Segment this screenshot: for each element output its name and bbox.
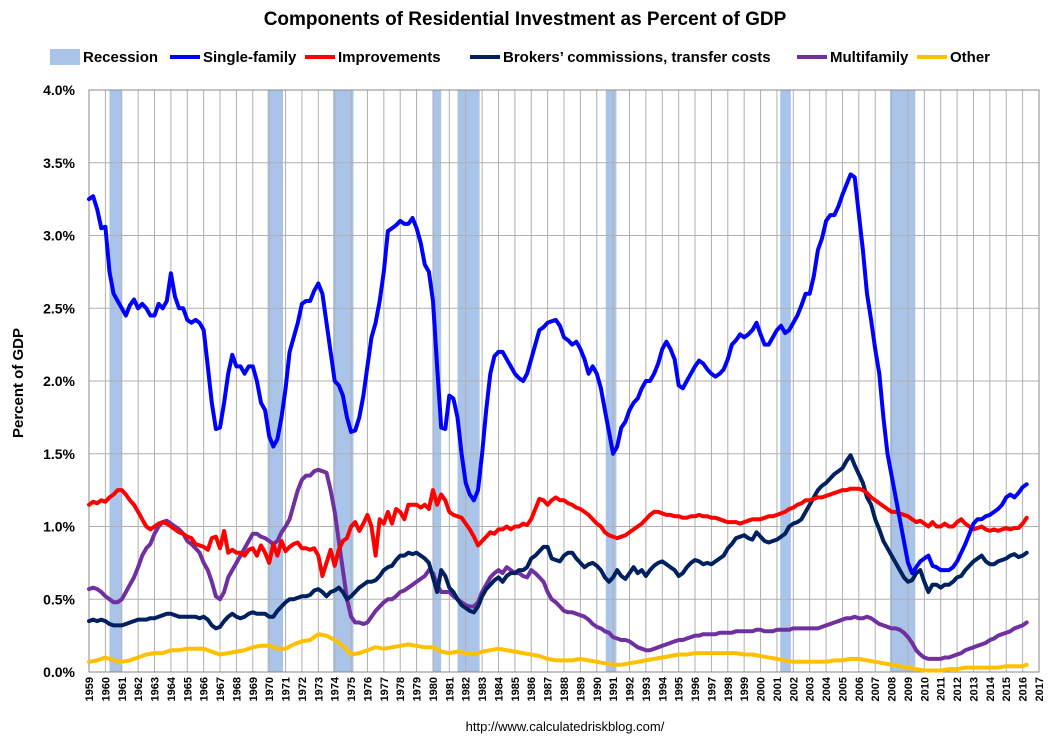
chart-legend: Recession Single-family Improvements Broker…	[50, 49, 990, 66]
x-tick-label: 1967	[215, 677, 227, 701]
x-tick-label: 2005	[837, 677, 849, 701]
x-tick-label: 2012	[952, 677, 964, 701]
y-tick-label: 1.5%	[43, 446, 75, 462]
x-axis-ticks: 1959 1960 1961 1962 1963 1964 1965 1966 1967 1968…	[84, 676, 1046, 701]
y-tick-label: 0.5%	[43, 591, 75, 607]
x-tick-label: 1973	[313, 677, 325, 701]
x-tick-label: 1984	[493, 676, 505, 701]
y-tick-label: 3.0%	[43, 228, 75, 244]
y-tick-label: 1.0%	[43, 519, 75, 535]
y-tick-label: 3.5%	[43, 155, 75, 171]
x-tick-label: 2009	[903, 677, 915, 701]
x-tick-label: 1986	[526, 677, 538, 701]
x-tick-label: 1996	[690, 677, 702, 701]
x-tick-label: 1989	[575, 677, 587, 701]
x-tick-label: 1995	[674, 677, 686, 701]
series-line-single-family	[87, 172, 1029, 576]
x-tick-label: 1964	[166, 676, 178, 701]
y-axis-ticks: 0.0% 0.5% 1.0% 1.5% 2.0% 2.5% 3.0% 3.5% 4.0%	[43, 82, 75, 680]
legend-label: Improvements	[338, 49, 441, 66]
x-tick-label: 1968	[231, 677, 243, 701]
x-tick-label: 1960	[100, 677, 112, 701]
x-tick-label: 1979	[412, 677, 424, 701]
x-tick-label: 1983	[477, 677, 489, 701]
x-tick-label: 1974	[330, 676, 342, 701]
x-tick-label: 1965	[182, 677, 194, 701]
legend-label: Multifamily	[830, 49, 909, 66]
source-url: http://www.calculatedriskblog.com/	[466, 719, 665, 734]
y-tick-label: 2.0%	[43, 373, 75, 389]
x-tick-label: 1998	[723, 677, 735, 701]
x-tick-label: 2008	[887, 677, 899, 701]
x-tick-label: 1990	[592, 677, 604, 701]
x-tick-label: 2004	[821, 676, 833, 701]
x-tick-label: 1981	[444, 677, 456, 701]
plot-border	[88, 89, 1040, 673]
x-tick-label: 1975	[346, 677, 358, 701]
x-tick-label: 2014	[985, 676, 997, 701]
x-tick-label: 2002	[788, 677, 800, 701]
legend-label: Recession	[83, 49, 158, 66]
x-tick-label: 1997	[706, 677, 718, 701]
x-tick-label: 1969	[248, 677, 260, 701]
series-line-multifamily	[87, 467, 1029, 661]
legend-label: Other	[950, 49, 990, 66]
x-tick-label: 2015	[1001, 677, 1013, 701]
x-tick-label: 2000	[756, 677, 768, 701]
legend-label: Single-family	[203, 49, 297, 66]
x-tick-label: 1980	[428, 677, 440, 701]
x-tick-label: 1993	[641, 677, 653, 701]
x-tick-label: 2016	[1018, 677, 1030, 701]
x-tick-label: 1987	[543, 677, 555, 701]
x-tick-label: 2010	[919, 677, 931, 701]
x-tick-label: 1976	[362, 677, 374, 701]
x-tick-label: 1963	[150, 677, 162, 701]
x-tick-label: 1971	[281, 677, 293, 701]
y-tick-label: 0.0%	[43, 664, 75, 680]
x-tick-label: 1972	[297, 677, 309, 701]
x-tick-label: 1962	[133, 677, 145, 701]
x-tick-label: 1978	[395, 677, 407, 701]
x-tick-label: 2001	[772, 677, 784, 701]
x-tick-label: 1999	[739, 677, 751, 701]
x-tick-label: 1970	[264, 677, 276, 701]
x-tick-label: 2013	[968, 677, 980, 701]
series-line-brokers-commissions-transfer-costs	[87, 453, 1029, 631]
legend-swatch-recession	[50, 49, 80, 65]
x-tick-label: 1961	[117, 677, 129, 701]
x-tick-label: 1985	[510, 677, 522, 701]
x-tick-label: 1966	[199, 677, 211, 701]
x-tick-label: 1982	[461, 677, 473, 701]
series-line-improvements	[87, 486, 1029, 578]
y-axis-label: Percent of GDP	[10, 328, 27, 438]
chart-title: Components of Residential Investment as …	[264, 9, 787, 30]
x-tick-label: 2017	[1034, 677, 1046, 701]
x-tick-label: 2003	[805, 677, 817, 701]
legend-label: Brokers’ commissions, transfer costs	[503, 49, 771, 66]
x-tick-label: 2006	[854, 677, 866, 701]
x-tick-label: 1959	[84, 677, 96, 701]
y-tick-label: 2.5%	[43, 300, 75, 316]
series-lines	[87, 172, 1029, 673]
series-line-other	[87, 632, 1029, 673]
x-tick-label: 2011	[936, 677, 948, 701]
x-tick-label: 1988	[559, 677, 571, 701]
x-tick-label: 1977	[379, 677, 391, 701]
x-tick-label: 1994	[657, 676, 669, 701]
chart-grid	[88, 89, 1040, 673]
x-tick-label: 1992	[625, 677, 637, 701]
x-tick-label: 2007	[870, 677, 882, 701]
y-tick-label: 4.0%	[43, 82, 75, 98]
x-tick-label: 1991	[608, 677, 620, 701]
